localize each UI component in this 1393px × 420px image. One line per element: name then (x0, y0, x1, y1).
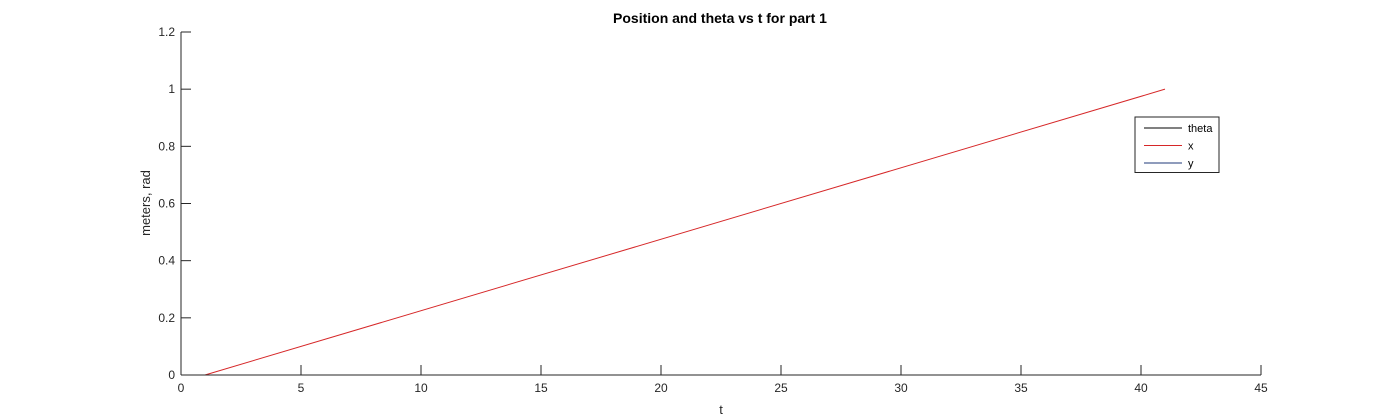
legend-label-theta: theta (1188, 123, 1213, 135)
y-tick-label: 0.8 (158, 139, 175, 153)
plot-area (181, 32, 1261, 375)
series-line-x (204, 88, 1166, 376)
x-tick-label: 35 (1014, 381, 1028, 395)
x-tick-label: 40 (1134, 381, 1148, 395)
x-tick-label: 45 (1254, 381, 1268, 395)
axes-layer: 0 5 10 15 20 25 30 35 40 45 0 0.2 0.4 0.6 0.8 1 1.2 (158, 25, 1268, 395)
legend-label-y: y (1188, 158, 1194, 170)
x-tick-label: 10 (414, 381, 428, 395)
x-tick-label: 0 (178, 381, 185, 395)
y-tick-label: 0 (168, 368, 175, 382)
y-tick-label: 0.2 (158, 311, 175, 325)
y-tick-label: 0.6 (158, 197, 175, 211)
chart-title: Position and theta vs t for part 1 (613, 10, 827, 26)
y-axis-label: meters, rad (138, 170, 153, 236)
legend-label-x: x (1188, 141, 1194, 153)
x-axis-label: t (719, 402, 723, 417)
x-tick-label: 20 (654, 381, 668, 395)
x-tick-label: 30 (894, 381, 908, 395)
x-tick-label: 5 (298, 381, 305, 395)
y-tick-label: 0.4 (158, 254, 175, 268)
legend: theta xy (1134, 116, 1220, 173)
x-tick-label: 25 (774, 381, 788, 395)
y-tick-label: 1.2 (158, 25, 175, 39)
x-tick-label: 15 (534, 381, 548, 395)
y-tick-label: 1 (168, 82, 175, 96)
